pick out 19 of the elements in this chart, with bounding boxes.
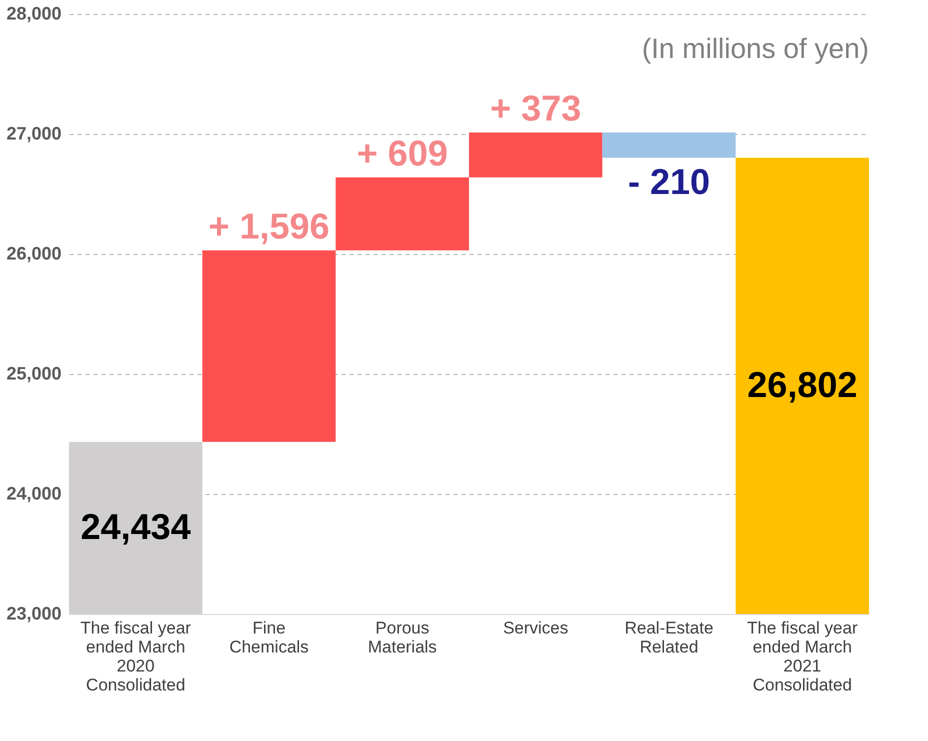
data-label: 26,802 [747, 364, 858, 405]
y-tick-label: 25,000 [6, 364, 62, 384]
data-label: + 1,596 [208, 205, 330, 246]
data-label: - 210 [628, 160, 710, 202]
x-tick-label: Fine Chemicals [229, 618, 309, 656]
data-label: + 373 [490, 88, 582, 129]
x-tick-label: Services [503, 618, 568, 638]
x-tick-label: The fiscal year ended March 2020 Consolidated [80, 618, 192, 694]
y-tick-label: 24,000 [6, 484, 62, 504]
y-tick-label: 26,000 [6, 244, 62, 264]
y-tick-label: 23,000 [6, 604, 62, 624]
y-tick-label: 27,000 [6, 124, 62, 144]
x-tick-label: Real-Estate Related [624, 618, 714, 656]
x-tick-label: The fiscal year ended March 2021 Consolidated [747, 618, 858, 694]
data-label: 24,434 [80, 506, 191, 547]
annotation: (In millions of yen) [642, 33, 869, 64]
data-label: + 609 [356, 132, 448, 174]
x-tick-label: Porous Materials [368, 618, 437, 656]
y-tick-label: 28,000 [6, 4, 62, 24]
